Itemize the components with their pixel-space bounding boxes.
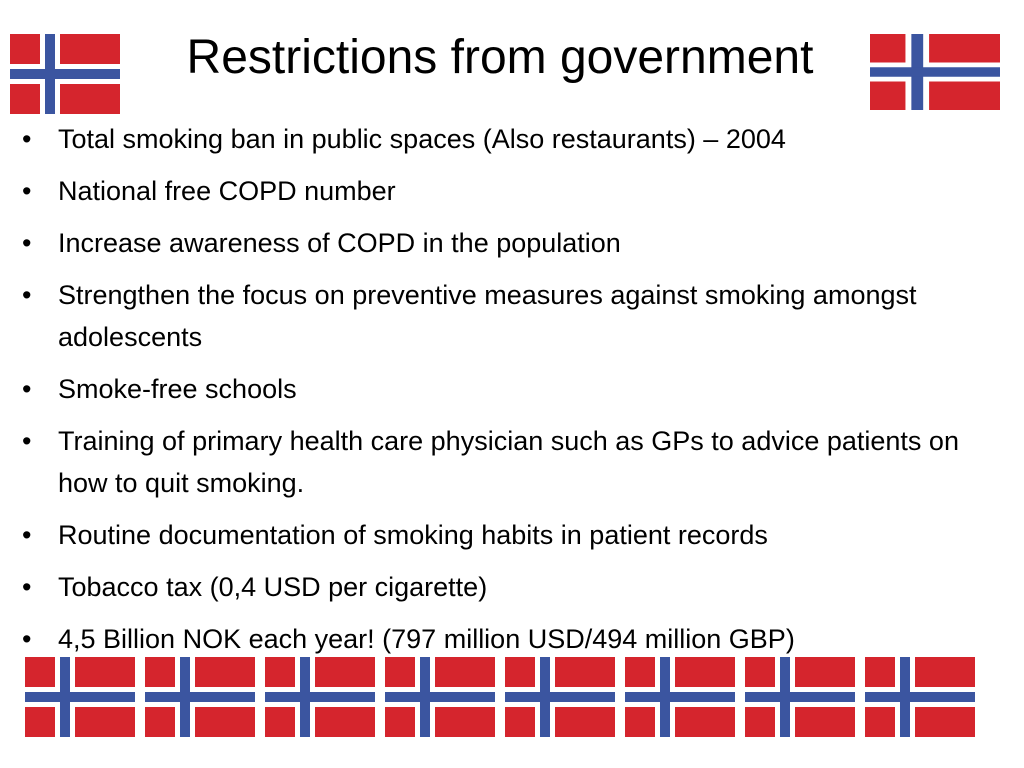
- page-title: Restrictions from government: [186, 31, 814, 84]
- list-item: • Strengthen the focus on preventive meas…: [20, 274, 1010, 358]
- bullet-text: Tobacco tax (0,4 USD per cigarette): [58, 572, 488, 602]
- list-item: • Training of primary health care physici…: [20, 420, 1010, 504]
- list-item: • National free COPD number: [20, 170, 1010, 212]
- norway-flag-icon: [385, 657, 495, 737]
- list-item: • Increase awareness of COPD in the popul…: [20, 222, 1010, 264]
- norway-flag-icon: [865, 657, 975, 737]
- bullet-dot: •: [22, 228, 32, 258]
- bullet-dot: •: [22, 176, 32, 206]
- norway-flag-icon: [505, 657, 615, 737]
- bullet-text: Smoke-free schools: [58, 374, 297, 404]
- norway-flag-icon: [870, 34, 1000, 110]
- norway-flag-icon: [145, 657, 255, 737]
- list-item: • Routine documentation of smoking habits…: [20, 514, 1010, 556]
- bullet-dot: •: [22, 374, 32, 404]
- bullet-text: Strengthen the focus on preventive measu…: [58, 280, 917, 352]
- bullet-dot: •: [22, 624, 32, 654]
- bullet-dot: •: [22, 124, 32, 154]
- norway-flag-icon: [25, 657, 135, 737]
- bullet-dot: •: [22, 572, 32, 602]
- list-item: • Tobacco tax (0,4 USD per cigarette): [20, 566, 1010, 608]
- bullet-text: National free COPD number: [58, 176, 396, 206]
- bullet-text: Routine documentation of smoking habits …: [58, 520, 768, 550]
- bullet-dot: •: [22, 426, 32, 456]
- bullet-text: Training of primary health care physicia…: [58, 426, 959, 498]
- bullet-text: Increase awareness of COPD in the popula…: [58, 228, 621, 258]
- list-item: • Smoke-free schools: [20, 368, 1010, 410]
- list-item: • Total smoking ban in public spaces (Als…: [20, 118, 1010, 160]
- bullet-text: 4,5 Billion NOK each year! (797 million …: [58, 624, 795, 654]
- bullet-text: Total smoking ban in public spaces (Also…: [58, 124, 786, 154]
- flag-row: [25, 657, 975, 737]
- norway-flag-icon: [745, 657, 855, 737]
- bullet-list: • Total smoking ban in public spaces (Als…: [20, 118, 1010, 670]
- bullet-dot: •: [22, 520, 32, 550]
- norway-flag-icon: [10, 34, 120, 114]
- bullet-dot: •: [22, 280, 32, 310]
- norway-flag-icon: [265, 657, 375, 737]
- norway-flag-icon: [625, 657, 735, 737]
- list-item: • 4,5 Billion NOK each year! (797 million…: [20, 618, 1010, 660]
